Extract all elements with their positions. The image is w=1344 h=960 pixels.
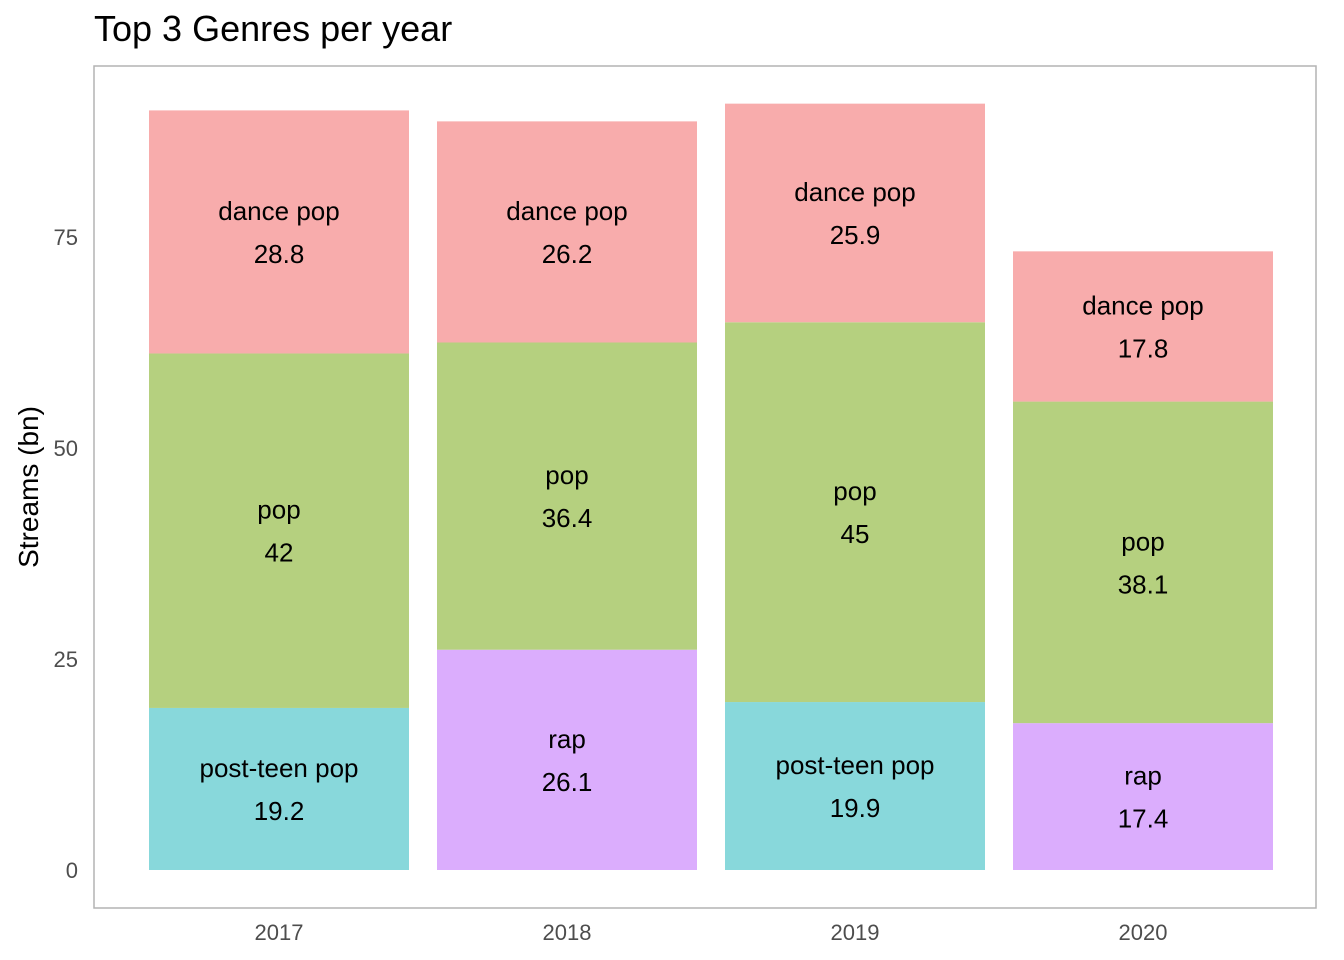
bar-segment-2017-post-teen-pop <box>149 707 409 870</box>
segment-genre-label: dance pop <box>218 196 339 226</box>
y-axis-title: Streams (bn) <box>13 406 44 568</box>
segment-genre-label: rap <box>548 724 586 754</box>
bar-segment-2020-pop <box>1013 401 1273 724</box>
segment-value-label: 42 <box>265 538 294 568</box>
segment-genre-label: pop <box>833 476 876 506</box>
segment-genre-label: pop <box>545 460 588 490</box>
y-tick-label-25: 25 <box>54 647 78 672</box>
segment-genre-label: pop <box>257 495 300 525</box>
segment-genre-label: post-teen pop <box>775 750 934 780</box>
bars: post-teen pop 19.2 pop 42 dance pop 28.8 rap 26… <box>149 103 1273 870</box>
bar-segment-2019-pop <box>725 322 985 703</box>
x-tick-label-2017: 2017 <box>255 920 304 945</box>
bar-segment-2019-post-teen-pop <box>725 702 985 870</box>
segment-value-label: 25.9 <box>830 220 881 250</box>
bar-stack-2019: post-teen pop 19.9 pop 45 dance pop 25.9 <box>725 103 985 870</box>
bar-stack-2020: rap 17.4 pop 38.1 dance pop 17.8 <box>1013 251 1273 870</box>
x-tick-label-2020: 2020 <box>1119 920 1168 945</box>
x-axis-ticks: 2017 2018 2019 2020 <box>255 920 1168 945</box>
segment-value-label: 45 <box>841 519 870 549</box>
segment-genre-label: rap <box>1124 761 1162 791</box>
segment-genre-label: dance pop <box>794 177 915 207</box>
segment-value-label: 36.4 <box>542 503 593 533</box>
segment-value-label: 26.2 <box>542 239 593 269</box>
bar-segment-2020-dance-pop <box>1013 251 1273 402</box>
segment-genre-label: post-teen pop <box>199 753 358 783</box>
segment-value-label: 28.8 <box>254 239 305 269</box>
bar-segment-2019-dance-pop <box>725 103 985 323</box>
segment-genre-label: pop <box>1121 526 1164 556</box>
segment-genre-label: dance pop <box>506 196 627 226</box>
bar-stack-2018: rap 26.1 pop 36.4 dance pop 26.2 <box>437 121 697 870</box>
segment-value-label: 17.8 <box>1118 333 1169 363</box>
segment-value-label: 19.9 <box>830 793 881 823</box>
bar-segment-2017-pop <box>149 353 409 708</box>
chart-title: Top 3 Genres per year <box>94 8 453 49</box>
y-tick-label-0: 0 <box>66 858 78 883</box>
segment-value-label: 19.2 <box>254 796 305 826</box>
x-tick-label-2019: 2019 <box>831 920 880 945</box>
bar-stack-2017: post-teen pop 19.2 pop 42 dance pop 28.8 <box>149 110 409 870</box>
y-axis-ticks: 0 25 50 75 <box>54 225 78 883</box>
segment-genre-label: dance pop <box>1082 290 1203 320</box>
bar-segment-2017-dance-pop <box>149 110 409 354</box>
bar-segment-2018-dance-pop <box>437 121 697 343</box>
y-tick-label-75: 75 <box>54 225 78 250</box>
x-tick-label-2018: 2018 <box>543 920 592 945</box>
segment-value-label: 38.1 <box>1118 569 1169 599</box>
segment-value-label: 26.1 <box>542 767 593 797</box>
bar-segment-2018-pop <box>437 342 697 650</box>
y-tick-label-50: 50 <box>54 436 78 461</box>
bar-segment-2018-rap <box>437 649 697 870</box>
segment-value-label: 17.4 <box>1118 804 1169 834</box>
bar-segment-2020-rap <box>1013 723 1273 870</box>
